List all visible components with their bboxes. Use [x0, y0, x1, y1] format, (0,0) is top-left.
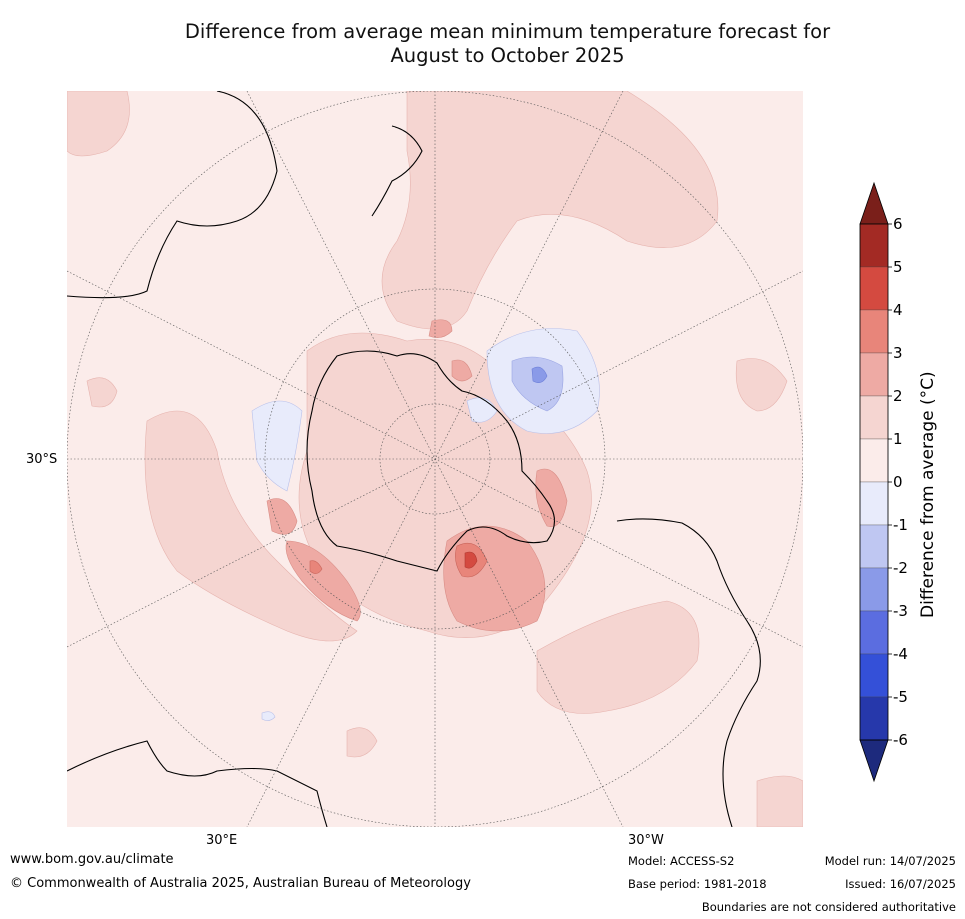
colorbar-segment — [859, 266, 889, 311]
africa-outline — [67, 740, 328, 827]
colorbar-tick-label: -4 — [893, 645, 908, 663]
base-period-text: Base period: 1981-2018 — [628, 877, 767, 891]
copyright-text: © Commonwealth of Australia 2025, Austra… — [10, 876, 471, 891]
model-text: Model: ACCESS-S2 — [628, 854, 735, 868]
colorbar-tick-label: 2 — [893, 387, 903, 405]
colorbar-segments — [859, 181, 889, 783]
colorbar: 6 5 4 3 2 1 0 -1 -2 -3 -4 -5 -6 — [859, 181, 908, 783]
colorbar-segment — [859, 696, 889, 741]
website-link[interactable]: www.bom.gov.au/climate — [10, 852, 174, 867]
australia-outline — [67, 91, 278, 299]
colorbar-tick-label: 4 — [893, 301, 903, 319]
colorbar-segment — [859, 610, 889, 655]
colorbar-segment — [859, 309, 889, 354]
map-title: Difference from average mean minimum tem… — [60, 20, 955, 68]
title-line-2: August to October 2025 — [390, 44, 625, 67]
colorbar-over-triangle — [859, 181, 889, 225]
colorbar-segment — [859, 653, 889, 698]
graticule — [67, 91, 803, 827]
colorbar-tick-label: -5 — [893, 688, 908, 706]
colorbar-tick-label: 5 — [893, 258, 903, 276]
colorbar-tick-label: 6 — [893, 215, 903, 233]
colorbar-segment — [859, 352, 889, 397]
colorbar-tick-label: -6 — [893, 731, 908, 749]
colorbar-tick-label: 0 — [893, 473, 903, 491]
issued-text: Issued: 16/07/2025 — [845, 877, 956, 891]
land-outlines — [67, 91, 761, 827]
title-line-1: Difference from average mean minimum tem… — [184, 20, 831, 43]
colorbar-segment — [859, 567, 889, 612]
antarctica-outline — [306, 350, 556, 572]
colorbar-tick-label: -3 — [893, 602, 908, 620]
south-america-outline — [616, 518, 761, 827]
colorbar-title: Difference from average (°C) — [918, 371, 938, 618]
colorbar-segment — [859, 395, 889, 440]
colorbar-under-triangle — [859, 739, 889, 783]
anomaly-minus2-minus3-region — [531, 366, 548, 383]
colorbar-segment — [859, 438, 889, 483]
anomaly-4-5-region — [464, 551, 478, 569]
lat-label-30s: 30°S — [26, 452, 58, 467]
colorbar-tick-label: 1 — [893, 430, 903, 448]
model-run-text: Model run: 14/07/2025 — [824, 854, 956, 868]
colorbar-segment — [859, 524, 889, 569]
temperature-anomaly-map — [67, 91, 803, 827]
colorbar-segment — [859, 223, 889, 268]
disclaimer-text: Boundaries are not considered authoritat… — [701, 900, 956, 914]
colorbar-ticks: 6 5 4 3 2 1 0 -1 -2 -3 -4 -5 -6 — [888, 215, 908, 749]
lon-label-30w: 30°W — [628, 833, 664, 848]
colorbar-tick-label: -2 — [893, 559, 908, 577]
colorbar-segment — [859, 481, 889, 526]
lon-label-30e: 30°E — [206, 833, 238, 848]
colorbar-tick-label: 3 — [893, 344, 903, 362]
new-zealand-outline — [371, 125, 423, 217]
colorbar-tick-label: -1 — [893, 516, 908, 534]
anomaly-minus1-minus2-region — [511, 356, 564, 412]
